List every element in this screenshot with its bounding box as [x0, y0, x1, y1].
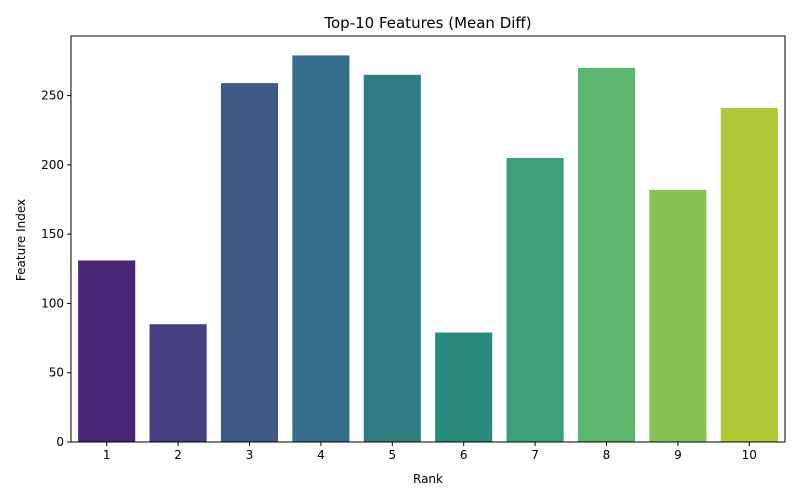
y-tick-label: 200: [41, 158, 64, 172]
x-tick-label: 9: [674, 448, 682, 462]
x-tick-label: 10: [742, 448, 757, 462]
y-axis-label: Feature Index: [14, 199, 28, 281]
bars-group: [78, 55, 778, 443]
chart-title: Top-10 Features (Mean Diff): [323, 14, 531, 32]
bar-rank-1: [78, 260, 136, 442]
bar-rank-7: [506, 157, 564, 442]
plot-frame: [70, 35, 786, 443]
bar-rank-8: [577, 67, 636, 443]
y-tick-label: 50: [49, 366, 64, 380]
x-tick-label: 8: [603, 448, 611, 462]
x-tick-label: 3: [246, 448, 254, 462]
x-tick-label: 2: [174, 448, 182, 462]
x-tick-label: 5: [388, 448, 396, 462]
y-tick-label: 250: [41, 89, 64, 103]
x-tick-label: 1: [103, 448, 111, 462]
bar-rank-9: [649, 189, 707, 442]
bar-rank-6: [435, 332, 493, 442]
x-tick-label: 6: [460, 448, 468, 462]
y-tick-label: 100: [41, 296, 64, 310]
bar-rank-4: [292, 55, 350, 442]
bar-rank-5: [363, 74, 421, 442]
x-axis-label: Rank: [413, 472, 443, 486]
y-tick-label: 0: [56, 435, 64, 449]
y-tick-label: 150: [41, 227, 64, 241]
bar-rank-2: [149, 324, 207, 442]
x-tick-label: 4: [317, 448, 325, 462]
y-axis-ticks: 0 50 100 150 200 250: [41, 89, 71, 449]
bar-rank-10: [720, 108, 778, 442]
x-axis-ticks: 1 2 3 4 5 6 7 8 9 10: [103, 442, 757, 462]
x-tick-label: 7: [531, 448, 539, 462]
bar-rank-3: [220, 83, 279, 443]
